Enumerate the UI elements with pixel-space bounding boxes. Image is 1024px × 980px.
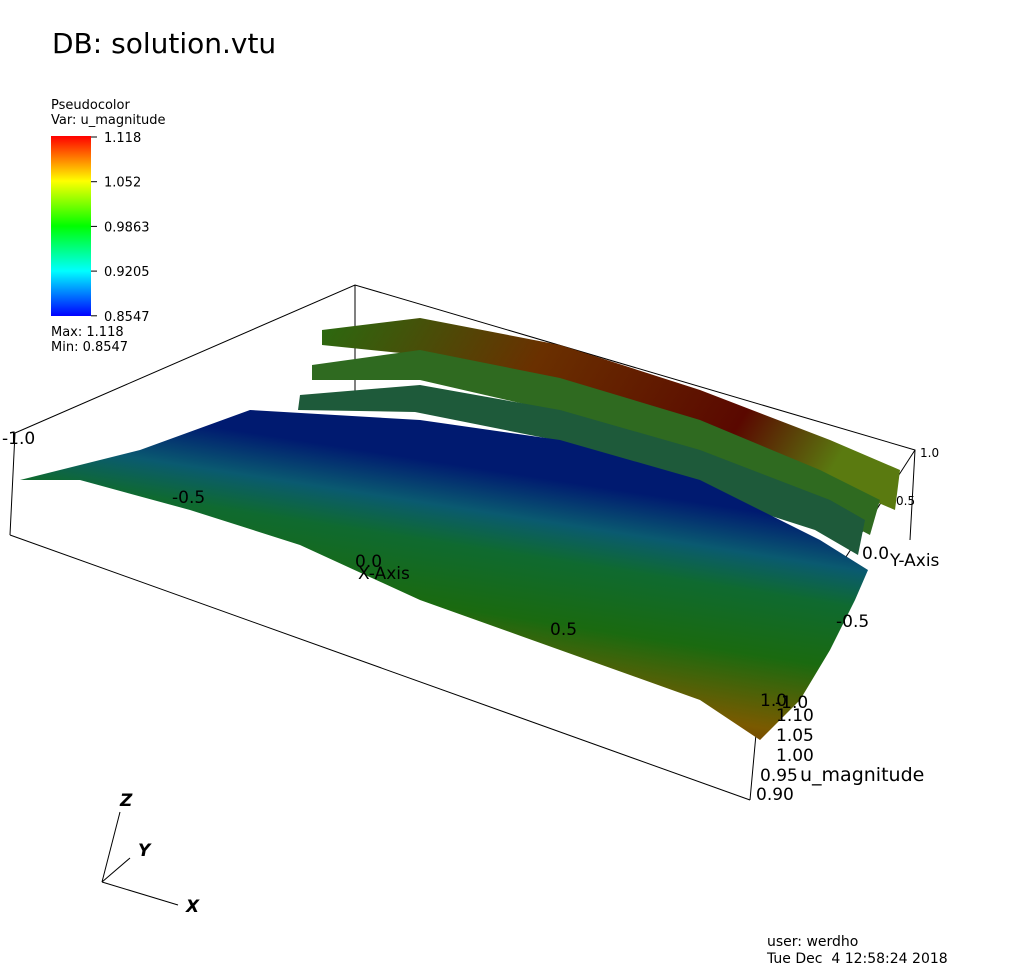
triad-z: Z (119, 791, 133, 811)
triad-x: X (185, 897, 200, 917)
z-tick-label: 1.10 (776, 706, 814, 726)
x-axis-title: X-Axis (358, 564, 410, 584)
color-bar-label: 0.9205 (104, 265, 150, 280)
footer-date: Tue Dec 4 12:58:24 2018 (766, 951, 948, 967)
color-bar-label: 0.9863 (104, 220, 150, 235)
z-tick-label: 1.05 (776, 726, 814, 746)
z-axis-title: u_magnitude (800, 764, 924, 786)
legend-max: Max: 1.118 (51, 325, 124, 340)
x-tick-label: 0.5 (550, 620, 577, 640)
x-tick-label: -1.0 (2, 429, 35, 449)
footer-user: user: werdho (767, 934, 858, 950)
x-tick-label: 0.0 (355, 552, 382, 572)
y-axis-title: Y-Axis (889, 551, 940, 571)
y-tick-label: -1.0 (775, 693, 808, 713)
z-tick-label: 1.00 (776, 746, 814, 766)
triad (101, 811, 179, 906)
y-tick-label: -0.5 (836, 612, 869, 632)
legend-plot: Pseudocolor (51, 98, 130, 113)
x-tick-label: 1.0 (760, 691, 787, 711)
color-bar-label: 1.118 (104, 131, 141, 146)
title: DB: solution.vtu (52, 27, 276, 60)
color-bar-label: 0.8547 (104, 310, 150, 325)
legend-var: Var: u_magnitude (51, 113, 166, 128)
y-tick-label: 0.5 (896, 494, 915, 508)
color-bar (51, 136, 91, 316)
color-bar-label: 1.052 (104, 176, 141, 191)
x-tick-label: -0.5 (172, 488, 205, 508)
triad-y: Y (138, 841, 152, 861)
y-tick-label: 0.0 (862, 544, 889, 564)
z-tick-label: 0.95 (760, 766, 798, 786)
z-tick-label: 0.90 (756, 785, 794, 805)
legend-min: Min: 0.8547 (51, 340, 128, 355)
surface (20, 318, 900, 740)
y-tick-label: 1.0 (920, 446, 939, 460)
